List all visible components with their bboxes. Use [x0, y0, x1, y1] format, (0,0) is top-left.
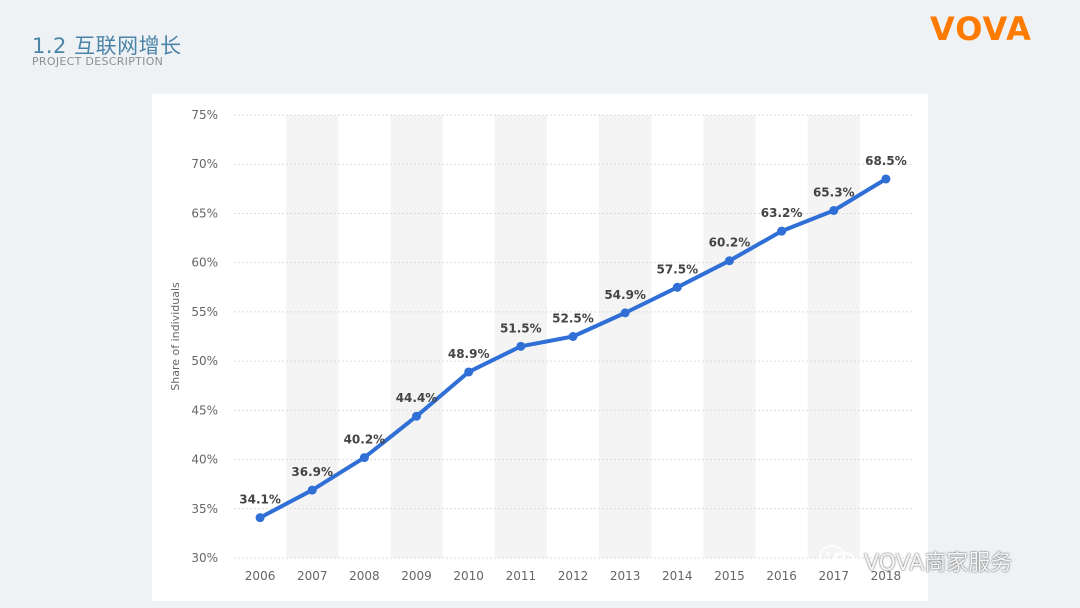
data-label: 65.3% — [813, 185, 855, 199]
data-point — [516, 341, 526, 351]
data-label: 57.5% — [656, 262, 698, 276]
data-label: 51.5% — [500, 321, 542, 335]
data-point — [829, 205, 839, 215]
y-tick-label: 75% — [191, 108, 218, 122]
x-tick-label: 2012 — [558, 569, 589, 583]
data-label: 54.9% — [604, 288, 646, 302]
data-point — [464, 367, 474, 377]
line-chart: 30% 35% 40% 45% 50% 55% 60% 65% 70% 75% 2006 2007 20… — [169, 108, 912, 583]
data-point — [255, 513, 265, 523]
y-tick-label: 30% — [191, 551, 218, 565]
y-tick-label: 40% — [191, 453, 218, 467]
x-tick-label: 2017 — [818, 569, 849, 583]
column-band — [390, 115, 443, 558]
svg-text:VOVA: VOVA — [930, 10, 1032, 46]
x-tick-label: 2010 — [453, 569, 484, 583]
y-tick-label: 70% — [191, 157, 218, 171]
data-label: 63.2% — [761, 206, 803, 220]
data-point — [777, 226, 787, 236]
x-tick-label: 2009 — [401, 569, 432, 583]
series-line — [258, 176, 888, 520]
data-point — [881, 174, 891, 184]
x-tick-label: 2007 — [297, 569, 328, 583]
data-label: 60.2% — [709, 236, 751, 250]
column-band — [599, 115, 652, 558]
y-tick-label: 55% — [191, 305, 218, 319]
data-label: 52.5% — [552, 312, 594, 326]
data-label: 48.9% — [448, 347, 490, 361]
x-tick-label: 2014 — [662, 569, 693, 583]
vova-logo-icon: VOVA — [930, 10, 1032, 48]
data-point — [568, 332, 578, 341]
column-band — [494, 115, 547, 558]
data-point — [672, 282, 682, 292]
x-tick-label: 2016 — [766, 569, 797, 583]
data-label: 36.9% — [291, 465, 333, 479]
brand-logo: VOVA — [930, 10, 1040, 53]
column-band — [703, 115, 756, 558]
x-tick-label: 2015 — [714, 569, 745, 583]
data-label: 44.4% — [396, 391, 438, 405]
column-band — [807, 115, 860, 558]
wechat-icon — [818, 544, 858, 578]
y-tick-label: 65% — [191, 206, 218, 220]
column-band — [286, 115, 339, 558]
y-axis-title: Share of individuals — [169, 282, 182, 391]
data-label: 68.5% — [865, 154, 907, 168]
x-tick-label: 2006 — [245, 569, 276, 583]
slide-subtitle: PROJECT DESCRIPTION — [32, 55, 164, 68]
data-point — [724, 256, 734, 266]
y-tick-label: 35% — [191, 502, 218, 516]
y-tick-label: 45% — [191, 403, 218, 417]
slide-title: 1.2 互联网增长 — [32, 34, 182, 58]
data-label: 34.1% — [239, 493, 281, 507]
x-tick-label: 2013 — [610, 569, 641, 583]
x-tick-label: 2008 — [349, 569, 380, 583]
watermark: VOVA商家服务 — [818, 544, 1012, 578]
data-point — [620, 308, 630, 318]
x-tick-label: 2011 — [506, 569, 537, 583]
chart-panel: 30% 35% 40% 45% 50% 55% 60% 65% 70% 75% 2006 2007 20… — [152, 94, 928, 601]
watermark-text: VOVA商家服务 — [864, 551, 1013, 576]
data-point — [359, 453, 369, 463]
data-label: 40.2% — [344, 433, 386, 447]
y-tick-label: 50% — [191, 354, 218, 368]
y-tick-label: 60% — [191, 256, 218, 270]
x-tick-label: 2018 — [871, 569, 902, 583]
data-point — [307, 485, 317, 495]
data-point — [412, 411, 422, 421]
